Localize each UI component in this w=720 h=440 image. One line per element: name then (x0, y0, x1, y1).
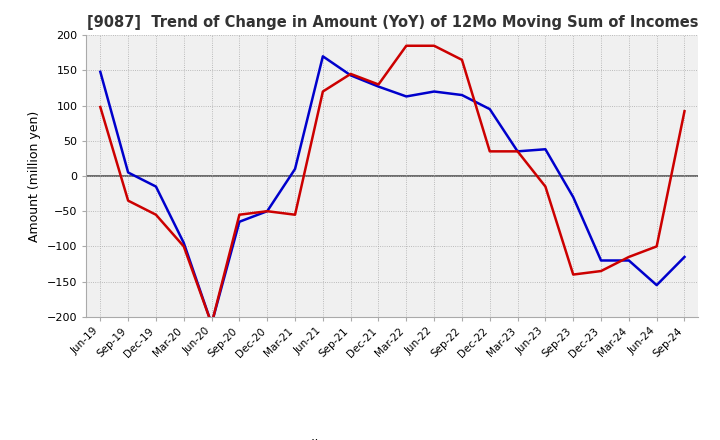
Net Income (152, 212, 161, 217)
Line: Ordinary Income: Ordinary Income (100, 56, 685, 324)
Net Income (624, 254, 633, 260)
Ordinary Income (346, 73, 355, 78)
Ordinary Income (680, 254, 689, 260)
Ordinary Income (124, 170, 132, 175)
Ordinary Income (485, 106, 494, 112)
Ordinary Income (458, 92, 467, 98)
Net Income (680, 109, 689, 114)
Legend: Ordinary Income, Net Income: Ordinary Income, Net Income (246, 434, 539, 440)
Net Income (485, 149, 494, 154)
Net Income (430, 43, 438, 48)
Net Income (374, 82, 383, 87)
Line: Net Income: Net Income (100, 46, 685, 324)
Ordinary Income (374, 84, 383, 89)
Ordinary Income (207, 321, 216, 326)
Ordinary Income (624, 258, 633, 263)
Net Income (291, 212, 300, 217)
Ordinary Income (597, 258, 606, 263)
Net Income (541, 184, 550, 189)
Title: [9087]  Trend of Change in Amount (YoY) of 12Mo Moving Sum of Incomes: [9087] Trend of Change in Amount (YoY) o… (86, 15, 698, 30)
Net Income (346, 71, 355, 77)
Net Income (96, 104, 104, 110)
Ordinary Income (263, 209, 271, 214)
Net Income (179, 244, 188, 249)
Ordinary Income (541, 147, 550, 152)
Ordinary Income (569, 194, 577, 200)
Ordinary Income (652, 282, 661, 288)
Net Income (652, 244, 661, 249)
Ordinary Income (291, 166, 300, 172)
Net Income (235, 212, 243, 217)
Ordinary Income (235, 219, 243, 224)
Net Income (318, 89, 327, 94)
Ordinary Income (96, 69, 104, 74)
Ordinary Income (402, 94, 410, 99)
Net Income (458, 57, 467, 62)
Net Income (124, 198, 132, 203)
Net Income (513, 149, 522, 154)
Ordinary Income (513, 149, 522, 154)
Net Income (597, 268, 606, 274)
Y-axis label: Amount (million yen): Amount (million yen) (28, 110, 41, 242)
Net Income (402, 43, 410, 48)
Ordinary Income (152, 184, 161, 189)
Ordinary Income (430, 89, 438, 94)
Net Income (569, 272, 577, 277)
Net Income (207, 321, 216, 326)
Net Income (263, 209, 271, 214)
Ordinary Income (179, 240, 188, 246)
Ordinary Income (318, 54, 327, 59)
